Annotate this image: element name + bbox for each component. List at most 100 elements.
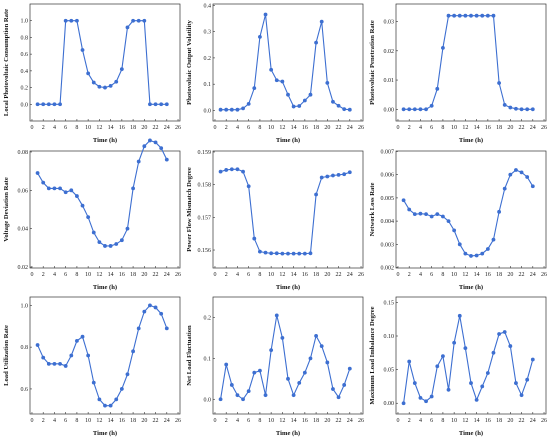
data-point: [52, 102, 57, 107]
data-point: [41, 355, 46, 360]
x-tick-label: 16: [485, 418, 491, 424]
x-axis-label: Time (h): [276, 284, 300, 291]
data-point: [119, 238, 124, 243]
x-tick-label: 4: [53, 125, 56, 131]
data-point: [502, 186, 507, 191]
y-axis-label: Voltage Deviation Rate: [3, 177, 10, 242]
data-point: [429, 103, 434, 108]
data-point: [308, 92, 313, 97]
data-point: [347, 366, 352, 371]
data-point: [474, 397, 479, 402]
y-tick-label: 0.15: [384, 300, 395, 306]
data-point: [136, 159, 141, 164]
data-point: [314, 192, 318, 197]
data-point: [69, 188, 74, 193]
data-point: [97, 84, 102, 89]
x-tick-label: 8: [75, 418, 78, 424]
data-point: [274, 78, 279, 83]
x-tick-label: 2: [408, 418, 411, 424]
x-tick-label: 0: [30, 272, 33, 278]
x-tick-label: 20: [141, 272, 147, 278]
y-tick-label: 0.1: [204, 82, 212, 88]
x-tick-label: 20: [324, 418, 330, 424]
plot-frame: [212, 296, 364, 415]
data-point: [412, 212, 417, 217]
x-tick-label: 26: [358, 125, 364, 131]
data-point: [63, 364, 68, 368]
data-point: [286, 251, 290, 256]
data-point: [63, 190, 68, 195]
data-point: [463, 251, 468, 256]
data-point: [485, 371, 490, 375]
data-point: [407, 107, 412, 112]
data-point: [336, 395, 341, 400]
y-tick-label: 0.10: [384, 334, 395, 340]
data-point: [91, 230, 96, 235]
data-point: [119, 67, 124, 72]
x-tick-label: 14: [291, 272, 297, 278]
y-tick-label: 0.156: [198, 248, 212, 254]
data-point: [308, 251, 313, 256]
x-tick-label: 6: [247, 125, 250, 131]
data-point: [347, 170, 352, 175]
x-tick-label: 2: [225, 272, 228, 278]
x-tick-label: 26: [541, 125, 547, 131]
plot-frame: [395, 296, 547, 415]
data-point: [407, 359, 412, 364]
chart-4: 0 2 4 6 8 10 12 14 16 18 20 22 24 260.020.040.060.08T…: [3, 138, 181, 291]
data-point: [63, 18, 68, 23]
x-tick-label: 8: [441, 125, 444, 131]
data-point: [325, 174, 330, 179]
data-point: [514, 168, 518, 172]
data-point: [97, 397, 102, 402]
data-point: [469, 254, 473, 258]
y-tick-label: 0.08: [18, 150, 29, 156]
y-tick-label: 0.00: [384, 401, 395, 407]
data-point: [235, 393, 240, 398]
x-tick-label: 0: [30, 418, 33, 424]
data-point: [480, 384, 485, 389]
data-point: [508, 105, 513, 110]
data-point: [263, 12, 268, 17]
data-point: [519, 393, 524, 398]
y-tick-label: 0.04: [18, 227, 29, 233]
data-point: [401, 401, 406, 406]
data-point: [530, 107, 535, 112]
series-line: [220, 14, 350, 111]
x-axis-label: Time (h): [276, 137, 300, 144]
x-tick-label: 6: [430, 125, 433, 131]
y-axis-label: Net Load Fluctuation: [186, 325, 193, 386]
data-point: [125, 25, 130, 30]
data-point: [474, 253, 479, 258]
data-point: [412, 381, 417, 385]
data-point: [457, 313, 462, 318]
data-point: [525, 107, 530, 112]
series-line: [403, 169, 534, 257]
data-point: [502, 103, 507, 107]
data-point: [342, 383, 347, 387]
x-tick-label: 16: [485, 272, 491, 278]
data-point: [291, 104, 296, 109]
data-point: [241, 106, 245, 111]
data-point: [452, 340, 457, 345]
data-point: [274, 313, 279, 318]
data-point: [69, 353, 74, 358]
data-point: [407, 207, 412, 212]
x-tick-label: 10: [85, 272, 91, 278]
data-point: [418, 395, 423, 400]
data-point: [319, 175, 324, 180]
data-point: [497, 209, 501, 214]
x-tick-label: 16: [302, 418, 308, 424]
data-point: [418, 211, 423, 216]
data-point: [435, 364, 440, 369]
x-axis-label: Time (h): [276, 430, 300, 437]
data-point: [86, 215, 91, 220]
data-point: [108, 84, 113, 88]
data-point: [35, 102, 40, 107]
chart-1: 0 2 4 6 8 10 12 14 16 18 20 22 24 260.00.20.40.60.81.…: [3, 3, 181, 144]
data-point: [469, 13, 473, 18]
data-point: [148, 102, 152, 107]
data-point: [235, 167, 240, 172]
